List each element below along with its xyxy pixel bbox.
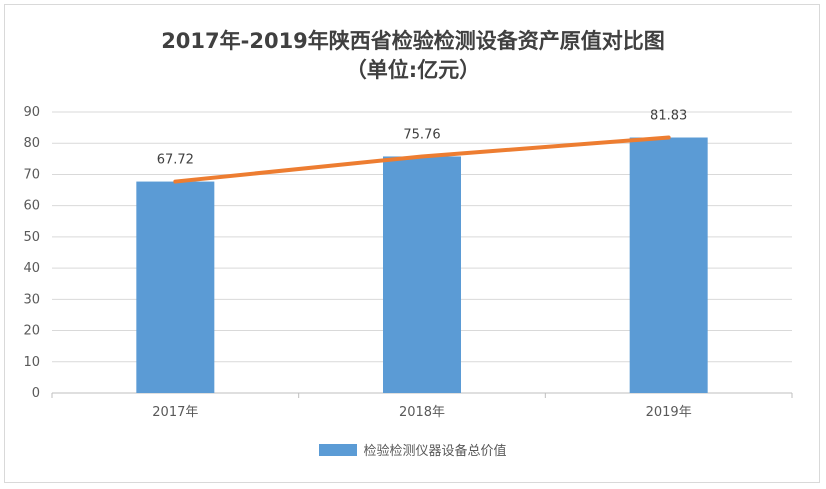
chart-title: 2017年-2019年陕西省检验检测设备资产原值对比图 [161,29,665,53]
x-tick-label: 2019年 [646,405,692,420]
legend-label: 检验检测仪器设备总价值 [363,444,507,459]
y-tick-label: 50 [23,230,40,245]
x-tick-label: 2018年 [399,405,445,420]
bar [383,156,461,393]
data-label: 75.76 [403,127,440,142]
y-tick-label: 60 [23,199,40,214]
chart-subtitle-unit: （单位:亿元） [345,58,481,82]
y-tick-label: 40 [23,261,40,276]
trend-line [173,135,671,184]
y-tick-label: 90 [23,105,40,120]
legend-swatch [319,444,358,456]
x-tick-label: 2017年 [152,405,198,420]
legend: 检验检测仪器设备总价值 [0,440,826,459]
data-label: 67.72 [157,153,194,168]
y-tick-label: 80 [23,136,40,151]
data-label: 81.83 [650,109,687,124]
bar [629,137,708,393]
y-tick-label: 0 [32,386,40,401]
y-tick-label: 10 [23,355,40,370]
y-tick-label: 30 [23,292,40,307]
y-tick-label: 20 [23,324,40,339]
y-tick-label: 70 [23,167,40,182]
bar [136,181,215,393]
